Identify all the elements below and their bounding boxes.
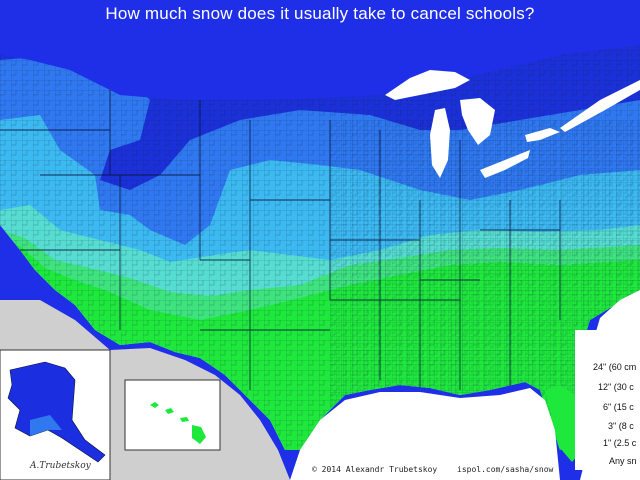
gulf-water [290,388,560,480]
legend-box [575,330,640,470]
legend-12in: 12" (30 c [598,382,634,392]
legend-any: Any sn [609,456,637,466]
credit-copyright: © 2014 Alexandr Trubetskoy [312,465,438,474]
lake-superior [385,70,470,100]
state-borders [0,55,561,390]
alaska-inset [0,349,111,480]
st-lawrence [560,80,640,132]
alaska-south [30,415,62,436]
canada-strip [0,0,640,100]
legend-1in: 1" (2.5 c [603,438,637,448]
author-signature: A.Trubetskoy [30,461,91,471]
lake-ontario [525,128,560,142]
hawaii-island-3 [180,417,189,422]
hawaii-island-2 [165,408,174,414]
legend-3in: 3" (8 c [608,421,634,431]
great-lakes [385,70,640,178]
legend-24in: 24" (60 cm [593,362,637,372]
hawaii-island-4 [192,425,206,444]
hawaii-island-1 [150,402,159,408]
lake-michigan [430,108,450,178]
lake-erie [480,150,530,178]
credit-url: ispol.com/sasha/snow [457,465,554,474]
map-title: How much snow does it usually take to ca… [105,4,535,23]
lake-huron [460,98,495,145]
alaska [7,361,106,463]
hawaii-inset [124,379,221,451]
legend-6in: 6" (15 c [603,402,634,412]
